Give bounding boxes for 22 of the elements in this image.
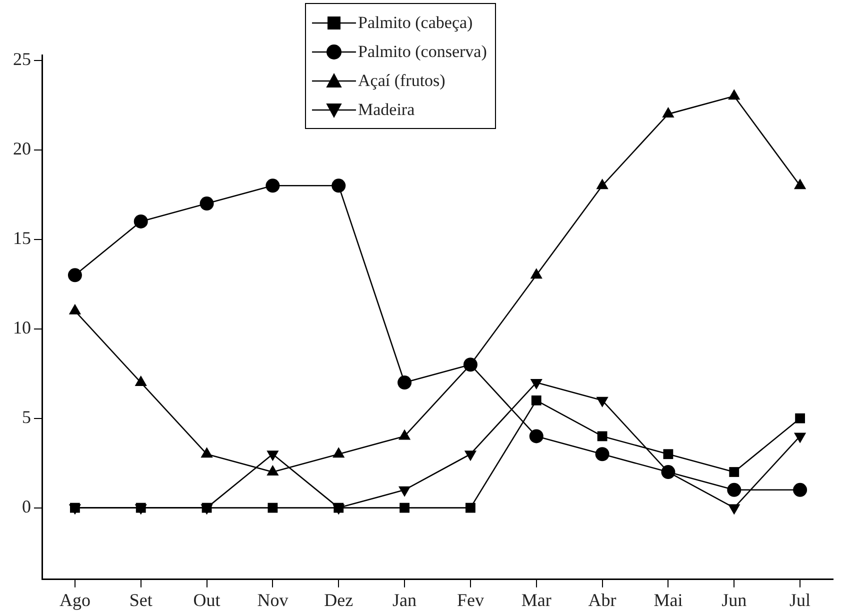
y-tick-label: 5 [22, 407, 31, 428]
legend-label: Palmito (conserva) [358, 41, 487, 63]
x-tick-label: Abr [588, 590, 616, 610]
legend-label: Açaí (frutos) [358, 70, 446, 92]
x-tick-label: Mai [654, 590, 683, 610]
x-tick-label: Jun [722, 590, 747, 610]
x-tick-label: Mar [521, 590, 552, 610]
y-tick-label: 15 [13, 228, 31, 248]
legend-label: Palmito (cabeça) [358, 12, 473, 34]
y-tick-label: 0 [22, 496, 31, 517]
y-tick-label: 10 [13, 318, 31, 338]
x-tick-label: Ago [59, 590, 90, 610]
x-tick-label: Set [129, 590, 152, 610]
y-tick-label: 25 [13, 49, 31, 70]
x-tick-label: Out [193, 590, 220, 610]
y-tick-label: 20 [13, 138, 31, 159]
x-tick-label: Dez [324, 590, 354, 610]
x-tick-label: Fev [456, 590, 484, 610]
x-tick-label: Nov [257, 590, 288, 610]
x-tick-label: Jul [790, 590, 811, 610]
legend-label: Madeira [358, 99, 415, 121]
x-tick-label: Jan [392, 590, 417, 610]
